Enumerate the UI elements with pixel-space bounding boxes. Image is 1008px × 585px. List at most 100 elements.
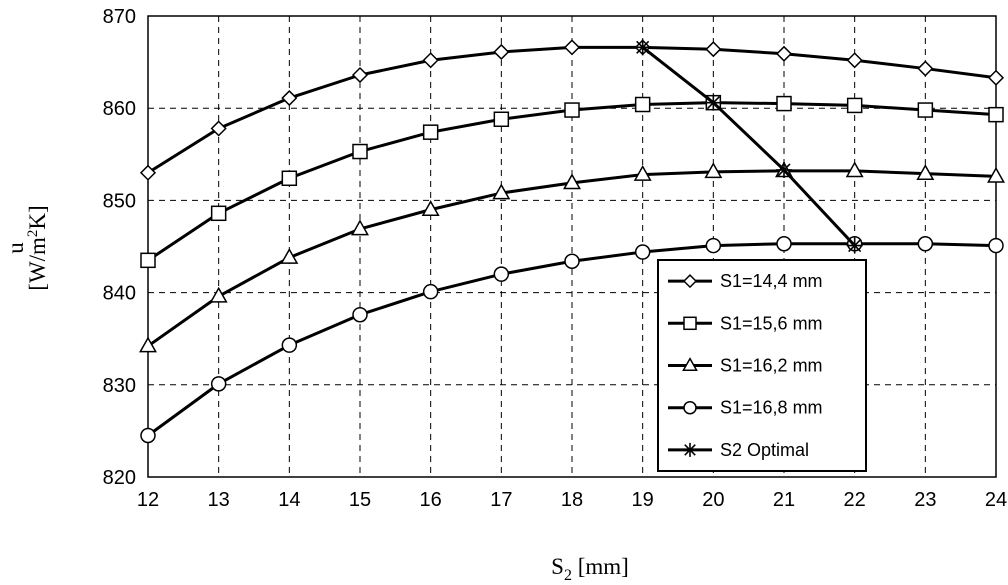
data-point-star: [776, 161, 792, 178]
y-tick-label: 830: [103, 375, 136, 397]
data-point-circle: [776, 235, 792, 252]
data-point-square: [140, 252, 156, 269]
data-point-triangle: [280, 247, 299, 264]
x-tick-label: 17: [490, 489, 512, 511]
x-axis-title-main: S: [551, 554, 564, 579]
legend-label: S1=16,8 mm: [720, 398, 823, 418]
data-point-square: [493, 111, 510, 128]
data-point-square: [776, 95, 792, 112]
data-point-circle: [705, 237, 722, 254]
data-point-star: [683, 442, 697, 457]
legend-item: S2 Optimal: [668, 440, 809, 460]
series-line: [641, 46, 856, 247]
data-point-square: [422, 124, 439, 140]
data-point-circle: [917, 235, 934, 252]
data-point-square: [281, 170, 298, 187]
x-tick-label: 21: [773, 489, 795, 511]
data-point-circle: [493, 266, 510, 282]
data-point-diamond: [281, 89, 298, 107]
data-point-diamond: [493, 43, 510, 61]
legend-item: S1=14,4 mm: [668, 271, 823, 291]
x-tick-label: 13: [208, 489, 230, 511]
legend-item: S1=15,6 mm: [668, 313, 823, 333]
data-point-square: [634, 96, 651, 113]
data-point-square: [352, 143, 368, 160]
series-square: [140, 94, 1004, 269]
data-point-diamond: [987, 69, 1005, 86]
data-point-star: [634, 39, 651, 56]
data-point-circle: [422, 283, 439, 300]
tick-labels: 12 13 14 15 16 17 18 19 20 21 22 23 24 820 830 840 850 86…: [103, 6, 1008, 511]
data-point-diamond: [682, 274, 698, 289]
x-tick-label: 23: [914, 489, 936, 511]
series-group: [139, 39, 1005, 444]
y-axis-title-unit: [W/m2K]: [25, 205, 50, 290]
y-tick-label: 820: [103, 467, 136, 489]
x-tick-label: 24: [985, 489, 1007, 511]
data-point-square: [683, 316, 697, 331]
data-point-diamond: [139, 164, 157, 181]
data-point-triangle: [421, 200, 440, 216]
data-point-triangle: [563, 173, 581, 190]
legend-item: S1=16,2 mm: [668, 356, 823, 376]
data-point-diamond: [351, 66, 369, 84]
data-point-triangle: [845, 161, 864, 178]
grid-lines: [148, 16, 996, 477]
data-point-circle: [210, 376, 227, 392]
data-point-circle: [683, 400, 697, 415]
x-tick-label: 16: [420, 489, 442, 511]
data-point-star: [846, 237, 863, 254]
data-point-diamond: [775, 45, 793, 62]
data-point-circle: [988, 237, 1004, 254]
data-point-diamond: [210, 120, 227, 137]
data-point-triangle: [682, 357, 698, 372]
data-point-circle: [564, 253, 580, 270]
legend-label: S1=15,6 mm: [720, 313, 823, 333]
data-point-diamond: [705, 41, 722, 58]
data-point-diamond: [563, 39, 581, 56]
data-point-triangle: [209, 286, 228, 303]
data-point-circle: [281, 337, 298, 353]
data-point-triangle: [351, 219, 369, 236]
data-point-triangle: [492, 183, 511, 200]
data-point-triangle: [139, 336, 157, 353]
data-point-circle: [352, 306, 368, 323]
series-diamond: [139, 39, 1005, 181]
data-point-triangle: [633, 165, 652, 181]
x-axis-title-unit: [mm]: [572, 554, 629, 579]
y-axis-title-symbol: u: [3, 242, 28, 254]
data-point-diamond: [422, 52, 439, 69]
y-tick-label: 860: [103, 98, 136, 120]
y-tick-label: 850: [103, 190, 136, 212]
data-point-star: [705, 94, 722, 111]
x-tick-label: 18: [561, 489, 583, 511]
data-point-diamond: [846, 52, 863, 69]
x-tick-label: 12: [137, 489, 159, 511]
data-point-square: [564, 102, 580, 118]
legend-label: S2 Optimal: [720, 440, 809, 460]
data-point-square: [988, 106, 1004, 123]
legend-label: S1=14,4 mm: [720, 271, 823, 291]
data-point-square: [846, 97, 863, 114]
data-point-circle: [634, 244, 651, 260]
data-point-square: [210, 205, 227, 222]
data-point-diamond: [917, 60, 934, 77]
legend-label: S1=16,2 mm: [720, 356, 823, 376]
data-point-triangle: [916, 164, 935, 181]
x-tick-label: 22: [844, 489, 866, 511]
x-tick-label: 20: [702, 489, 724, 511]
series-star: [634, 39, 863, 254]
x-axis-title: S2 [mm]: [551, 554, 629, 584]
data-point-triangle: [987, 166, 1005, 183]
y-tick-label: 840: [103, 283, 136, 305]
y-axis-title-unit-sup: 2: [25, 230, 41, 238]
series-triangle: [139, 161, 1005, 353]
y-axis-title-unit-post: K]: [25, 205, 50, 229]
legend-item: S1=16,8 mm: [668, 398, 823, 418]
y-tick-label: 870: [103, 6, 136, 28]
data-point-square: [917, 102, 934, 118]
x-axis-title-subscript: 2: [564, 567, 572, 584]
y-axis-title: u [W/m2K]: [3, 205, 50, 290]
data-point-circle: [140, 427, 156, 444]
